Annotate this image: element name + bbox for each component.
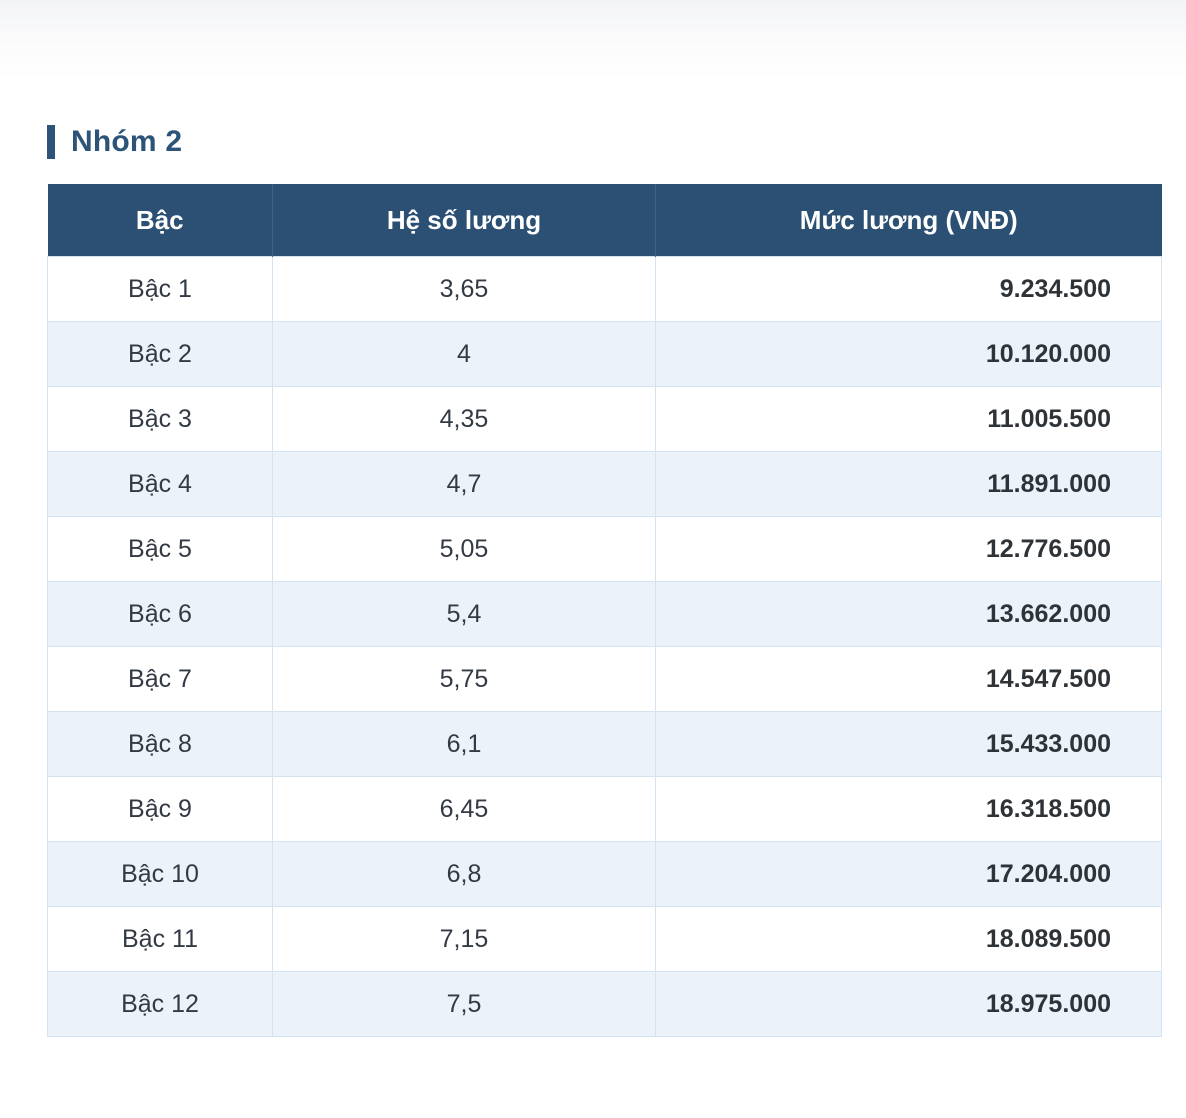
table-row: Bậc 11 7,15 18.089.500: [47, 906, 1162, 972]
cell-level: Bậc 5: [47, 516, 273, 582]
cell-coefficient: 5,75: [272, 646, 656, 712]
cell-coefficient: 4,7: [272, 451, 656, 517]
table-row: Bậc 1 3,65 9.234.500: [47, 256, 1162, 322]
table-row: Bậc 7 5,75 14.547.500: [47, 646, 1162, 712]
cell-level: Bậc 10: [47, 841, 273, 907]
cell-level: Bậc 1: [47, 256, 273, 322]
cell-coefficient: 4: [272, 321, 656, 387]
cell-level: Bậc 7: [47, 646, 273, 712]
table-row: Bậc 2 4 10.120.000: [47, 321, 1162, 387]
cell-salary: 15.433.000: [655, 711, 1162, 777]
cell-coefficient: 3,65: [272, 256, 656, 322]
cell-coefficient: 6,45: [272, 776, 656, 842]
header-coefficient: Hệ số lương: [272, 184, 656, 257]
cell-coefficient: 6,1: [272, 711, 656, 777]
table-header-row: Bậc Hệ số lương Mức lương (VNĐ): [47, 184, 1162, 257]
table-row: Bậc 12 7,5 18.975.000: [47, 971, 1162, 1037]
table-row: Bậc 6 5,4 13.662.000: [47, 581, 1162, 647]
cell-level: Bậc 11: [47, 906, 273, 972]
cell-level: Bậc 6: [47, 581, 273, 647]
table-row: Bậc 3 4,35 11.005.500: [47, 386, 1162, 452]
section-heading: Nhóm 2: [47, 124, 1161, 160]
cell-salary: 17.204.000: [655, 841, 1162, 907]
cell-level: Bậc 12: [47, 971, 273, 1037]
cell-salary: 11.005.500: [655, 386, 1162, 452]
table-row: Bậc 4 4,7 11.891.000: [47, 451, 1162, 517]
table-row: Bậc 9 6,45 16.318.500: [47, 776, 1162, 842]
cell-salary: 10.120.000: [655, 321, 1162, 387]
table-row: Bậc 5 5,05 12.776.500: [47, 516, 1162, 582]
cell-salary: 14.547.500: [655, 646, 1162, 712]
cell-salary: 13.662.000: [655, 581, 1162, 647]
cell-level: Bậc 2: [47, 321, 273, 387]
cell-level: Bậc 4: [47, 451, 273, 517]
table-row: Bậc 8 6,1 15.433.000: [47, 711, 1162, 777]
cell-salary: 12.776.500: [655, 516, 1162, 582]
cell-level: Bậc 9: [47, 776, 273, 842]
cell-coefficient: 5,4: [272, 581, 656, 647]
salary-section: Nhóm 2 Bậc Hệ số lương Mức lương (VNĐ) B…: [47, 124, 1162, 1037]
cell-salary: 16.318.500: [655, 776, 1162, 842]
cell-level: Bậc 3: [47, 386, 273, 452]
cell-level: Bậc 8: [47, 711, 273, 777]
cell-coefficient: 7,5: [272, 971, 656, 1037]
header-level: Bậc: [47, 184, 273, 257]
cell-salary: 18.975.000: [655, 971, 1162, 1037]
cell-coefficient: 6,8: [272, 841, 656, 907]
top-shadow: [0, 0, 1186, 80]
heading-accent-bar: [47, 125, 55, 159]
cell-coefficient: 5,05: [272, 516, 656, 582]
section-title: Nhóm 2: [71, 125, 183, 158]
salary-table: Bậc Hệ số lương Mức lương (VNĐ) Bậc 1 3,…: [47, 184, 1162, 1037]
header-salary: Mức lương (VNĐ): [655, 184, 1162, 257]
cell-coefficient: 7,15: [272, 906, 656, 972]
cell-salary: 9.234.500: [655, 256, 1162, 322]
cell-salary: 11.891.000: [655, 451, 1162, 517]
cell-coefficient: 4,35: [272, 386, 656, 452]
cell-salary: 18.089.500: [655, 906, 1162, 972]
table-row: Bậc 10 6,8 17.204.000: [47, 841, 1162, 907]
